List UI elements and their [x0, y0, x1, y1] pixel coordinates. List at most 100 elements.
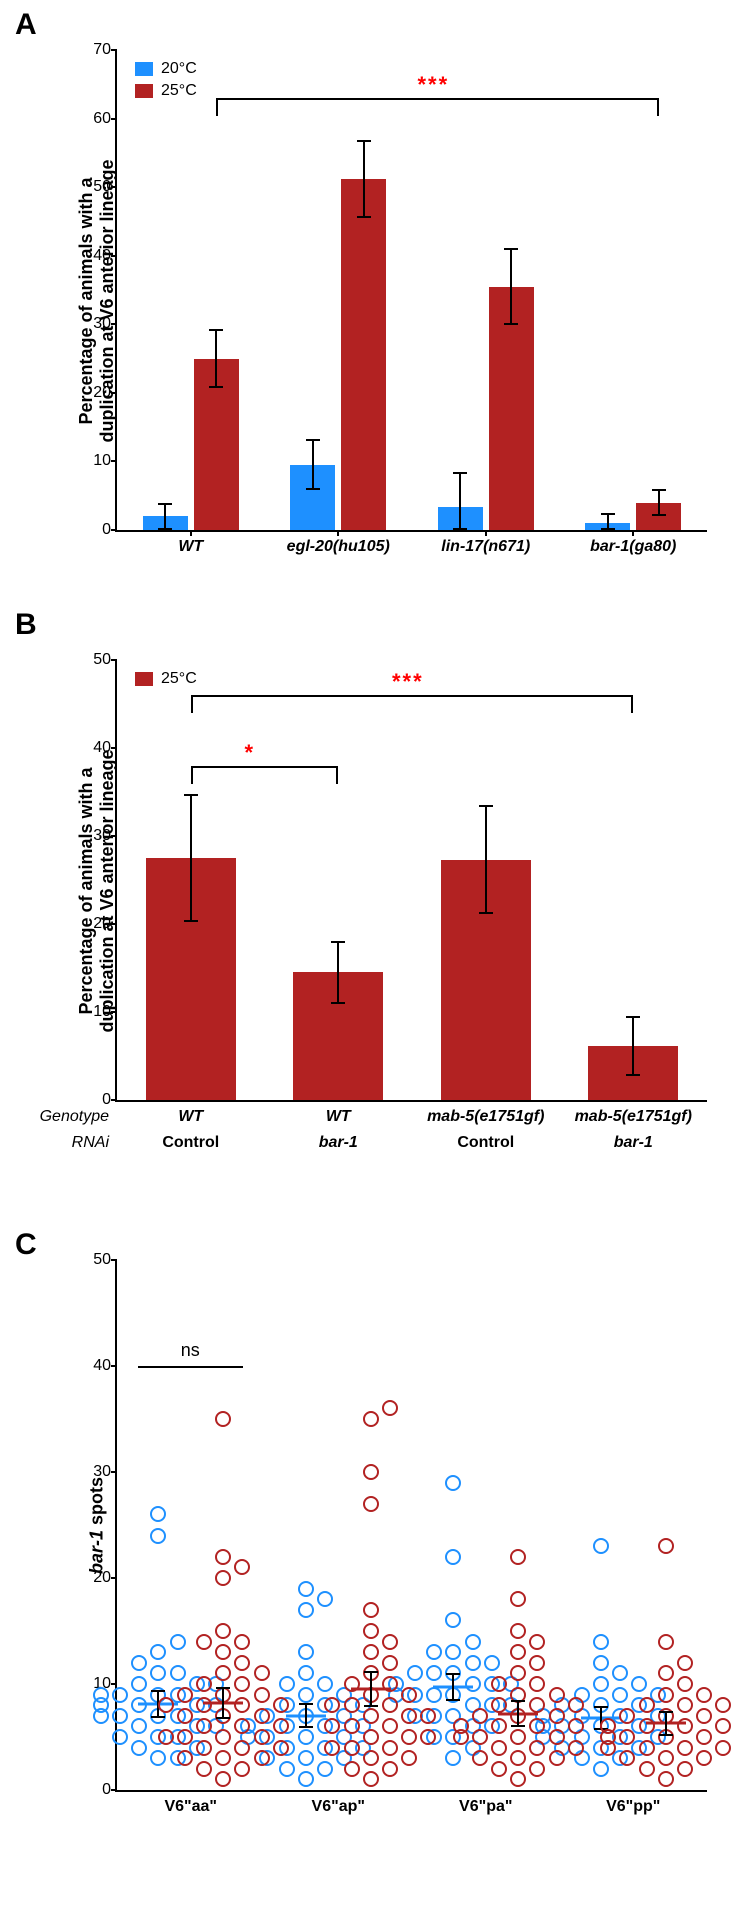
plot-area-a: 010203040506070Percentage of animals wit…	[115, 50, 707, 532]
legend-text: 25°C	[161, 82, 197, 100]
scatter-point	[196, 1740, 212, 1756]
scatter-point	[491, 1697, 507, 1713]
scatter-point	[158, 1697, 174, 1713]
scatter-point	[196, 1761, 212, 1777]
scatter-point	[696, 1687, 712, 1703]
scatter-point	[112, 1729, 128, 1745]
scatter-point	[445, 1475, 461, 1491]
scatter-point	[510, 1771, 526, 1787]
plot-area-c: 01020304050bar-1 spotsV6"aa"V6"ap"V6"pa"…	[115, 1260, 707, 1792]
scatter-point	[363, 1644, 379, 1660]
scatter-point	[491, 1676, 507, 1692]
scatter-point	[215, 1750, 231, 1766]
legend-text: 25°C	[161, 670, 197, 688]
scatter-point	[677, 1740, 693, 1756]
scatter-point	[445, 1644, 461, 1660]
scatter-point	[177, 1729, 193, 1745]
scatter-point	[420, 1729, 436, 1745]
scatter-point	[677, 1655, 693, 1671]
scatter-point	[529, 1634, 545, 1650]
scatter-point	[298, 1602, 314, 1618]
scatter-point	[112, 1708, 128, 1724]
panel-panelB: B01020304050Percentage of animals with a…	[0, 600, 738, 1220]
scatter-point	[510, 1623, 526, 1639]
scatter-point	[658, 1538, 674, 1554]
x-tick-label: V6"aa"	[164, 1790, 217, 1816]
scatter-point	[491, 1718, 507, 1734]
scatter-point	[426, 1644, 442, 1660]
scatter-point	[529, 1655, 545, 1671]
y-tick-label: 0	[102, 1781, 117, 1799]
scatter-point	[298, 1729, 314, 1745]
scatter-point	[196, 1634, 212, 1650]
scatter-point	[549, 1687, 565, 1703]
scatter-point	[631, 1676, 647, 1692]
scatter-point	[234, 1740, 250, 1756]
scatter-point	[593, 1761, 609, 1777]
scatter-point	[568, 1718, 584, 1734]
x-tick-label: V6"pa"	[459, 1790, 512, 1816]
scatter-point	[317, 1591, 333, 1607]
scatter-point	[215, 1570, 231, 1586]
scatter-point	[298, 1750, 314, 1766]
scatter-point	[324, 1740, 340, 1756]
scatter-point	[131, 1718, 147, 1734]
scatter-point	[234, 1761, 250, 1777]
scatter-point	[529, 1676, 545, 1692]
scatter-point	[363, 1602, 379, 1618]
ns-label: ns	[181, 1340, 200, 1361]
scatter-point	[273, 1697, 289, 1713]
scatter-point	[639, 1761, 655, 1777]
rnai-label: Control	[162, 1100, 219, 1152]
scatter-point	[658, 1687, 674, 1703]
bar	[341, 179, 386, 530]
scatter-point	[445, 1750, 461, 1766]
scatter-point	[254, 1687, 270, 1703]
scatter-point	[600, 1718, 616, 1734]
scatter-point	[715, 1718, 731, 1734]
scatter-point	[196, 1676, 212, 1692]
scatter-point	[234, 1718, 250, 1734]
scatter-point	[298, 1687, 314, 1703]
scatter-point	[234, 1697, 250, 1713]
scatter-point	[279, 1676, 295, 1692]
scatter-point	[677, 1697, 693, 1713]
scatter-point	[612, 1687, 628, 1703]
scatter-point	[658, 1750, 674, 1766]
scatter-point	[696, 1729, 712, 1745]
scatter-point	[568, 1697, 584, 1713]
scatter-point	[298, 1644, 314, 1660]
scatter-point	[491, 1740, 507, 1756]
panel-panelC: C01020304050bar-1 spotsV6"aa"V6"ap"V6"pa…	[0, 1220, 738, 1900]
scatter-point	[215, 1771, 231, 1787]
significance-label: ***	[418, 72, 450, 98]
scatter-point	[344, 1761, 360, 1777]
scatter-point	[696, 1708, 712, 1724]
y-axis-label: Percentage of animals with aduplication …	[76, 71, 118, 531]
scatter-point	[254, 1750, 270, 1766]
scatter-point	[382, 1634, 398, 1650]
scatter-point	[298, 1581, 314, 1597]
scatter-point	[234, 1655, 250, 1671]
scatter-point	[401, 1687, 417, 1703]
scatter-point	[215, 1665, 231, 1681]
scatter-point	[317, 1761, 333, 1777]
scatter-point	[445, 1612, 461, 1628]
scatter-point	[510, 1729, 526, 1745]
scatter-point	[215, 1729, 231, 1745]
scatter-point	[529, 1740, 545, 1756]
scatter-point	[363, 1750, 379, 1766]
scatter-point	[215, 1644, 231, 1660]
rnai-label: bar-1	[319, 1100, 358, 1152]
scatter-point	[549, 1708, 565, 1724]
scatter-point	[619, 1708, 635, 1724]
scatter-point	[529, 1761, 545, 1777]
scatter-point	[593, 1634, 609, 1650]
scatter-point	[158, 1729, 174, 1745]
scatter-point	[324, 1697, 340, 1713]
scatter-point	[93, 1687, 109, 1703]
scatter-point	[254, 1729, 270, 1745]
scatter-point	[363, 1411, 379, 1427]
scatter-point	[363, 1771, 379, 1787]
scatter-point	[215, 1623, 231, 1639]
